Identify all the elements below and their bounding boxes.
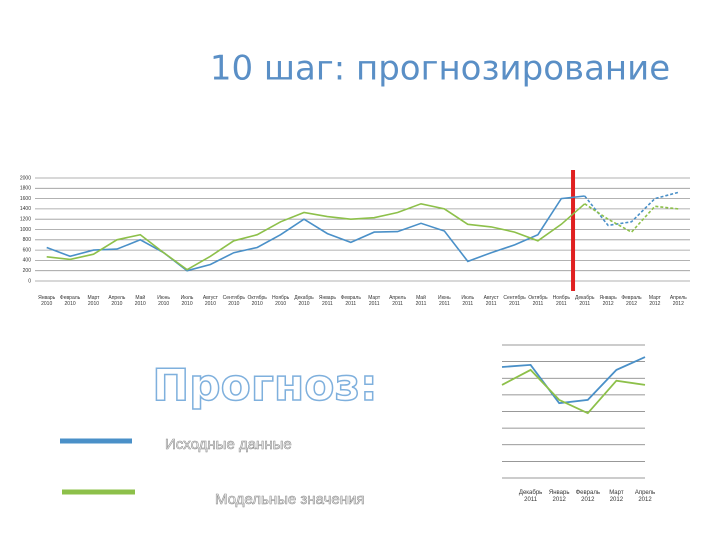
x-tick-label: Сентябрь 2010 bbox=[223, 295, 246, 307]
x-tick-label: Октябрь 2011 bbox=[528, 295, 548, 307]
x-tick-label: Июль 2010 bbox=[181, 295, 194, 307]
y-tick-label: 600 bbox=[23, 247, 32, 253]
y-tick-label: 200 bbox=[23, 268, 32, 274]
x-tick-label: Март 2011 bbox=[368, 295, 381, 307]
y-tick-label: 1000 bbox=[20, 227, 31, 233]
x-tick-label: Февраль 2011 bbox=[341, 295, 362, 307]
y-tick-label: 1200 bbox=[20, 217, 31, 223]
x-tick-label: Ноябрь 2010 bbox=[272, 295, 290, 307]
x-tick-label: Март 2010 bbox=[87, 295, 100, 307]
series-line bbox=[46, 202, 586, 271]
y-tick-label: 0 bbox=[28, 278, 31, 284]
series-line bbox=[46, 195, 585, 272]
x-tick-label: Июль 2011 bbox=[461, 295, 474, 307]
series-line bbox=[584, 203, 679, 234]
x-tick-label: Май 2010 bbox=[135, 294, 146, 307]
legend-label: Исходные данные bbox=[165, 436, 292, 453]
x-tick-label: Февраль 2010 bbox=[60, 295, 81, 307]
x-tick-label: Ноябрь 2011 bbox=[553, 295, 571, 307]
x-tick-label: Апрель 2012 bbox=[635, 490, 655, 503]
y-tick-label: 800 bbox=[23, 237, 32, 243]
slide-title: 10 шаг: прогнозирование bbox=[210, 49, 670, 89]
x-tick-label: Март 2012 bbox=[649, 295, 662, 307]
x-tick-label: Февраль 2012 bbox=[621, 295, 642, 307]
x-tick-label: Сентябрь 2011 bbox=[503, 295, 526, 307]
x-tick-label: Январь 2012 bbox=[600, 295, 618, 307]
x-tick-label: Май 2011 bbox=[416, 294, 427, 307]
forecast-heading: Прогноз: bbox=[152, 360, 377, 411]
y-tick-label: 1400 bbox=[20, 206, 31, 212]
x-tick-label: Апрель 2012 bbox=[670, 295, 687, 307]
x-tick-label: Январь 2010 bbox=[38, 295, 56, 307]
x-tick-label: Январь 2011 bbox=[319, 295, 337, 307]
x-tick-label: Декабрь 2011 bbox=[519, 490, 542, 503]
series-line bbox=[584, 191, 679, 227]
x-tick-label: Апрель 2010 bbox=[108, 295, 125, 307]
x-tick-label: Июнь 2010 bbox=[157, 295, 170, 307]
x-tick-label: Июнь 2011 bbox=[438, 295, 451, 307]
series-line bbox=[501, 356, 646, 405]
legend-label: Модельные значения bbox=[215, 491, 365, 508]
x-tick-label: Апрель 2011 bbox=[389, 295, 406, 307]
x-tick-label: Август 2011 bbox=[484, 295, 500, 307]
y-tick-label: 1800 bbox=[20, 186, 31, 192]
y-tick-label: 1600 bbox=[20, 196, 31, 202]
x-tick-label: Январь 2012 bbox=[549, 490, 570, 503]
x-tick-label: Март 2012 bbox=[609, 490, 624, 503]
series-line bbox=[501, 368, 646, 415]
x-tick-label: Февраль 2012 bbox=[576, 490, 600, 503]
x-tick-label: Декабрь 2010 bbox=[294, 295, 314, 307]
x-tick-label: Октябрь 2010 bbox=[248, 295, 268, 307]
x-tick-label: Август 2010 bbox=[203, 295, 219, 307]
x-tick-label: Декабрь 2011 bbox=[575, 295, 595, 307]
y-tick-label: 2000 bbox=[20, 175, 31, 181]
y-tick-label: 400 bbox=[23, 258, 32, 264]
